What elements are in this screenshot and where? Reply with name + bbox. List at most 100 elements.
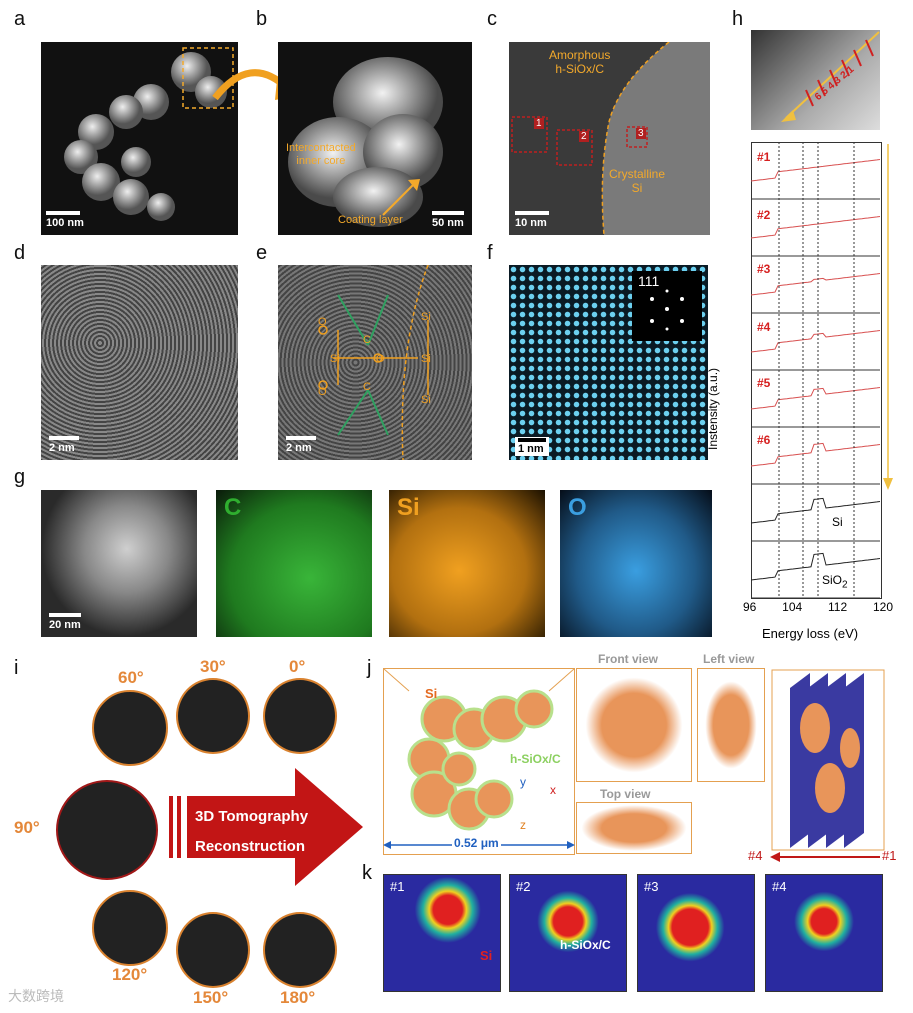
eds-label-c: C	[224, 494, 242, 521]
projection-0	[263, 678, 337, 754]
slice-1-label: #1	[390, 879, 405, 894]
arrow-text-line1: 3D Tomography	[195, 808, 309, 825]
tomogram-main-view	[383, 668, 575, 855]
tomogram-render	[383, 668, 575, 831]
svg-text:Si: Si	[330, 353, 340, 365]
row-label-6: #6	[757, 433, 771, 447]
coating-arrow-icon	[382, 179, 420, 216]
slice-end-label: #1	[882, 848, 897, 863]
scale-bar-g: 20 nm	[49, 613, 81, 631]
slice-map-3: #3	[637, 874, 755, 992]
axis-x: x	[550, 783, 556, 797]
bond-diagram: Si O Si Si Si O O C C	[318, 265, 431, 460]
spectrum-line	[751, 159, 881, 182]
row-label-5: #5	[757, 376, 771, 390]
scale-bar-d: 2 nm	[49, 436, 79, 454]
spectrum-line	[751, 552, 881, 581]
panel-label-g: g	[14, 466, 26, 488]
tick-112: 112	[828, 600, 848, 614]
panel-b-tem-image: Intercontacted inner core Coating layer …	[278, 42, 472, 235]
eds-map-c: C	[216, 490, 372, 637]
panel-e-hrtem-image: Si O Si Si Si O O C C 2 nm	[278, 265, 472, 460]
panel-c-hrtem-image: 1 2 3 Amorphous h-SiOx/C Crystalline Si …	[509, 42, 710, 235]
ref-si-label: Si	[832, 515, 843, 529]
line-scan-arrow	[781, 31, 880, 122]
coating-layer-label: Coating layer	[338, 214, 403, 226]
panel-g-haadf-image: 20 nm	[41, 490, 197, 637]
eels-xlabel: Energy loss (eV)	[762, 626, 859, 641]
projection-120	[92, 890, 168, 966]
inner-core-label: Intercontacted inner core	[286, 142, 356, 167]
slice-order-arrow	[770, 852, 880, 862]
svg-text:C: C	[363, 334, 371, 346]
hsio-label-j: h-SiOx/C	[510, 752, 561, 766]
svg-text:O: O	[376, 353, 385, 365]
reconstruction-arrow	[169, 768, 363, 886]
box-2-label: 2	[579, 131, 589, 142]
crystalline-label: Crystalline Si	[609, 167, 666, 195]
panel-label-d: d	[14, 242, 26, 264]
slice-4-label: #4	[772, 879, 787, 894]
angle-90: 90°	[14, 818, 40, 837]
slice-map-2: #2	[509, 874, 627, 992]
panel-label-c: c	[487, 8, 497, 30]
box-3-label: 3	[636, 128, 646, 139]
nanoparticle-chain	[64, 47, 234, 221]
row-label-3: #3	[757, 262, 771, 276]
scale-bar-b: 50 nm	[432, 211, 464, 229]
panel-h-line-scan-image: 6 5 4 3 2 1	[751, 30, 880, 130]
spectrum-line	[751, 273, 881, 296]
panel-label-h: h	[732, 8, 744, 30]
projection-60	[92, 690, 168, 766]
panel-label-b: b	[256, 8, 268, 30]
projection-150	[176, 912, 250, 988]
eds-map-o: O	[560, 490, 712, 637]
ref-sio2-label: SiO2	[822, 573, 848, 591]
svg-text:O: O	[318, 316, 327, 328]
svg-text:Si: Si	[421, 311, 431, 323]
eels-ticks: 96 104 112 120	[743, 600, 893, 614]
front-view-label: Front view	[598, 652, 659, 666]
eels-spectra	[751, 142, 881, 598]
particle-closeup	[288, 57, 443, 227]
eels-ylabel: Instensity (a.u.)	[706, 367, 720, 450]
fft-inset: 111	[632, 271, 702, 341]
eds-label-o: O	[568, 494, 587, 521]
tick-120: 120	[872, 600, 893, 614]
tick-104: 104	[782, 600, 803, 614]
angle-120: 120°	[112, 965, 148, 984]
svg-text:Si: Si	[421, 394, 431, 406]
slice-3-label: #3	[644, 879, 659, 894]
front-view-panel	[576, 668, 692, 782]
spectrum-line	[751, 387, 881, 410]
tick-96: 96	[743, 600, 757, 614]
scan-direction-arrow	[883, 144, 893, 490]
slice-stack	[771, 669, 885, 851]
amorphous-label: Amorphous h-SiOx/C	[549, 48, 611, 76]
slice-map-1: #1	[383, 874, 501, 992]
left-view-label: Left view	[703, 652, 755, 666]
panel-label-k: k	[362, 862, 372, 884]
angle-0: 0°	[289, 657, 306, 676]
scale-bar-e: 2 nm	[286, 436, 316, 454]
panel-a-tem-image: 100 nm	[41, 42, 238, 235]
scale-bar-a: 100 nm	[46, 211, 84, 229]
top-view-panel	[576, 802, 692, 854]
panel-label-f: f	[487, 242, 493, 264]
panel-label-a: a	[14, 8, 26, 30]
top-view-label: Top view	[600, 787, 651, 801]
box-1-label: 1	[534, 118, 544, 129]
slice-map-4: #4	[765, 874, 883, 992]
projection-30	[176, 678, 250, 754]
angle-150: 150°	[193, 988, 229, 1007]
slice-2-label: #2	[516, 879, 531, 894]
spectrum-line	[751, 216, 881, 239]
si-label-j: Si	[425, 686, 438, 701]
left-view-panel	[697, 668, 765, 782]
hsio-label-k: h-SiOx/C	[560, 938, 611, 952]
svg-text:Si: Si	[421, 353, 431, 365]
svg-text:C: C	[363, 381, 371, 393]
arrow-text-line2: Reconstruction	[195, 838, 306, 855]
projection-90	[56, 780, 158, 880]
row-label-4: #4	[757, 320, 771, 334]
